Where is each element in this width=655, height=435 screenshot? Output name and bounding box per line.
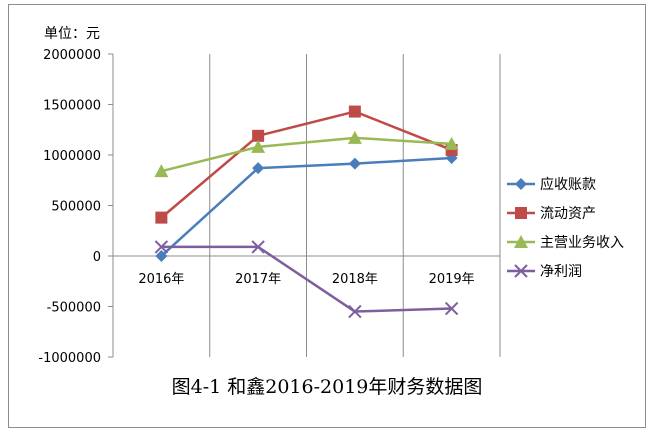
legend-label: 流动资产 xyxy=(540,206,596,222)
grid xyxy=(112,54,501,357)
data-point-x xyxy=(154,240,169,254)
data-point-diamond xyxy=(515,178,527,190)
y-tick-label: 1500000 xyxy=(43,99,101,114)
data-point-triangle xyxy=(347,130,362,144)
series-line xyxy=(161,136,452,173)
data-point-square xyxy=(252,129,265,142)
x-tick-label: 2019年 xyxy=(429,272,475,287)
y-tick-label: 0 xyxy=(93,250,101,265)
series-diamond xyxy=(155,152,458,262)
legend-label: 主营业务收入 xyxy=(540,235,624,251)
x-stroke xyxy=(514,264,528,278)
data-point-triangle xyxy=(154,164,169,178)
y-tick-label: -1000000 xyxy=(38,351,101,366)
legend-item: 净利润 xyxy=(507,264,582,280)
data-point-square xyxy=(515,207,527,219)
legend-item: 流动资产 xyxy=(507,206,596,222)
series-triangle xyxy=(154,130,459,178)
legend-label: 应收账款 xyxy=(540,176,596,193)
legend-item: 主营业务收入 xyxy=(507,235,624,251)
x-stroke xyxy=(154,240,169,254)
data-point-triangle xyxy=(444,136,459,150)
chart-frame xyxy=(8,4,646,428)
chart-caption: 图4-1 和鑫2016-2019年财务数据图 xyxy=(172,376,483,398)
y-tick-label: 1000000 xyxy=(43,149,101,164)
x-tick-label: 2018年 xyxy=(332,272,378,287)
data-point-triangle xyxy=(251,139,266,153)
data-point-diamond xyxy=(155,250,168,262)
legend-label: 净利润 xyxy=(540,264,582,280)
data-point-diamond xyxy=(252,162,265,175)
x-stroke xyxy=(348,304,362,319)
x-axis: 2016年 2017年 2018年 2019年 xyxy=(113,255,500,287)
data-point-x xyxy=(514,264,528,278)
series-x xyxy=(154,240,459,319)
data-point-square xyxy=(155,211,168,224)
y-tick-label: -500000 xyxy=(47,301,101,316)
series-layer xyxy=(154,105,459,319)
x-tick-label: 2017年 xyxy=(235,272,281,287)
data-point-x xyxy=(251,240,265,254)
data-point-x xyxy=(348,304,362,319)
x-stroke xyxy=(251,240,265,254)
series-line xyxy=(161,245,452,313)
unit-label: 单位：元 xyxy=(44,26,100,42)
legend-item: 应收账款 xyxy=(507,176,596,193)
data-point-triangle xyxy=(514,235,528,248)
data-point-diamond xyxy=(348,157,361,170)
data-point-square xyxy=(348,105,361,118)
y-tick-label: 500000 xyxy=(51,200,101,215)
x-stroke xyxy=(444,301,459,316)
series-line xyxy=(160,110,453,219)
data-point-x xyxy=(444,301,459,316)
y-tick-label: 2000000 xyxy=(43,48,101,63)
x-tick-label: 2016年 xyxy=(138,272,184,287)
series-line xyxy=(160,156,452,257)
y-axis: 2000000 1500000 1000000 500000 0 -500000 -1000… xyxy=(38,48,114,366)
